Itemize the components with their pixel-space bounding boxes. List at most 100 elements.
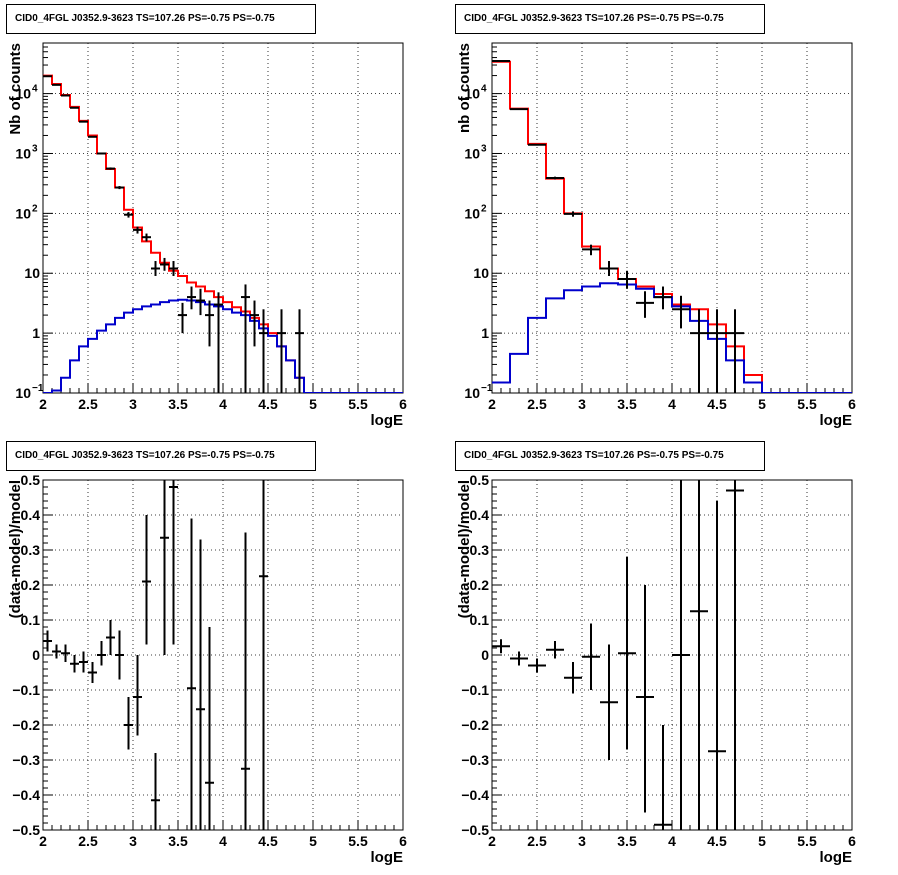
- data-point: [52, 644, 61, 659]
- x-tick-label: 5: [309, 396, 317, 412]
- y-axis-label: (data-model)/model: [456, 480, 473, 618]
- y-tick-label: 10: [15, 385, 31, 401]
- data-point: [214, 292, 223, 393]
- x-tick-label: 4: [668, 396, 676, 412]
- y-tick-label: −0.3: [461, 752, 489, 768]
- x-axis-label: logE: [820, 849, 853, 866]
- data-point: [295, 309, 304, 393]
- x-tick-label: 6: [399, 396, 407, 412]
- y-tick-label: 0.3: [21, 542, 41, 558]
- x-tick-label: 2.5: [527, 833, 547, 849]
- data-point: [160, 257, 169, 271]
- series-line-1: [492, 282, 852, 393]
- x-tick-label: 2: [488, 833, 496, 849]
- data-point: [259, 309, 268, 393]
- y-tick-label: 10: [464, 86, 480, 102]
- data-points: [43, 480, 268, 830]
- y-tick-label: 10: [464, 205, 480, 221]
- data-point: [124, 697, 133, 750]
- data-point: [690, 309, 708, 393]
- x-tick-label: 3: [129, 396, 137, 412]
- data-point: [277, 309, 286, 393]
- data-point: [241, 284, 250, 393]
- y-tick-label: −0.1: [461, 682, 489, 698]
- data-point: [160, 480, 169, 655]
- data-point: [61, 644, 70, 662]
- data-point: [600, 261, 618, 276]
- x-tick-label: 5.5: [348, 833, 368, 849]
- y-axis-label: nb of counts: [456, 43, 473, 133]
- data-point: [187, 518, 196, 830]
- y-tick-label: 0.2: [21, 577, 41, 593]
- data-point: [106, 167, 115, 170]
- y-tick-exponent: −1: [32, 383, 44, 394]
- data-point: [133, 655, 142, 736]
- y-tick-label: 10: [15, 205, 31, 221]
- x-tick-label: 4: [219, 396, 227, 412]
- x-tick-label: 5.5: [797, 833, 817, 849]
- data-point: [70, 106, 79, 109]
- data-points: [492, 60, 744, 393]
- data-point: [115, 186, 124, 190]
- chart-bottom-left: 2 2.5 3 3.5 4 4.5 5 5.5 6 −0.5 −0.4 −0.3 −0.2 −0.1 0 0.…: [7, 472, 407, 866]
- x-tick-label: 3.5: [168, 396, 188, 412]
- data-point: [690, 480, 708, 830]
- data-point: [654, 286, 672, 310]
- panel-bottom-right: 2 2.5 3 3.5 4 4.5 5 5.5 6 −0.5 −0.4 −0.3 −0.2 −0.1 0 0.…: [449, 437, 898, 874]
- y-tick-label: 1: [481, 325, 489, 341]
- grid: [43, 480, 403, 830]
- x-tick-label: 4: [219, 833, 227, 849]
- data-point: [241, 532, 250, 830]
- data-point: [97, 641, 106, 666]
- data-point: [546, 176, 564, 180]
- y-tick-label: 0.4: [470, 507, 490, 523]
- x-tick-label: 4.5: [707, 833, 727, 849]
- chart-bottom-right: 2 2.5 3 3.5 4 4.5 5 5.5 6 −0.5 −0.4 −0.3 −0.2 −0.1 0 0.…: [456, 472, 856, 866]
- y-tick-label: −0.5: [461, 822, 489, 838]
- y-tick-label: 0.5: [21, 472, 41, 488]
- x-tick-label: 4.5: [707, 396, 727, 412]
- data-point: [133, 226, 142, 234]
- data-point: [142, 233, 151, 242]
- y-tick-label: −0.4: [461, 787, 489, 803]
- y-tick-label: 10: [15, 145, 31, 161]
- data-point: [52, 83, 61, 86]
- data-point: [528, 143, 546, 146]
- x-tick-label: 3: [578, 833, 586, 849]
- x-tick-label: 3.5: [168, 833, 188, 849]
- data-point: [79, 120, 88, 123]
- axis-ticks: [42, 42, 404, 394]
- x-tick-label: 4: [668, 833, 676, 849]
- data-point: [250, 300, 259, 347]
- chart-title: CID0_4FGL J0352.9-3623 TS=107.26 PS=-0.7…: [6, 4, 316, 34]
- data-point: [142, 515, 151, 645]
- y-tick-label: −0.3: [12, 752, 40, 768]
- data-point: [97, 152, 106, 155]
- data-point: [187, 286, 196, 310]
- data-point: [510, 651, 528, 666]
- y-tick-label: 0.5: [470, 472, 490, 488]
- y-tick-label: 10: [24, 265, 40, 281]
- y-tick-label: 0.4: [21, 507, 41, 523]
- data-point: [564, 211, 582, 217]
- data-point: [582, 244, 600, 256]
- data-point: [582, 623, 600, 690]
- x-tick-label: 6: [848, 833, 856, 849]
- y-axis-label: Nb of counts: [7, 43, 24, 135]
- grid: [43, 43, 403, 393]
- data-point: [70, 655, 79, 673]
- data-point: [88, 662, 97, 683]
- data-point: [600, 644, 618, 760]
- data-point: [169, 261, 178, 276]
- data-point: [205, 627, 214, 830]
- x-tick-label: 3: [578, 396, 586, 412]
- data-point: [654, 725, 672, 830]
- y-tick-label: −0.2: [12, 717, 40, 733]
- y-tick-label: 0.1: [21, 612, 41, 628]
- data-point: [205, 300, 214, 347]
- data-point: [564, 662, 582, 694]
- axis-ticks: [491, 479, 853, 831]
- y-tick-label: 10: [473, 265, 489, 281]
